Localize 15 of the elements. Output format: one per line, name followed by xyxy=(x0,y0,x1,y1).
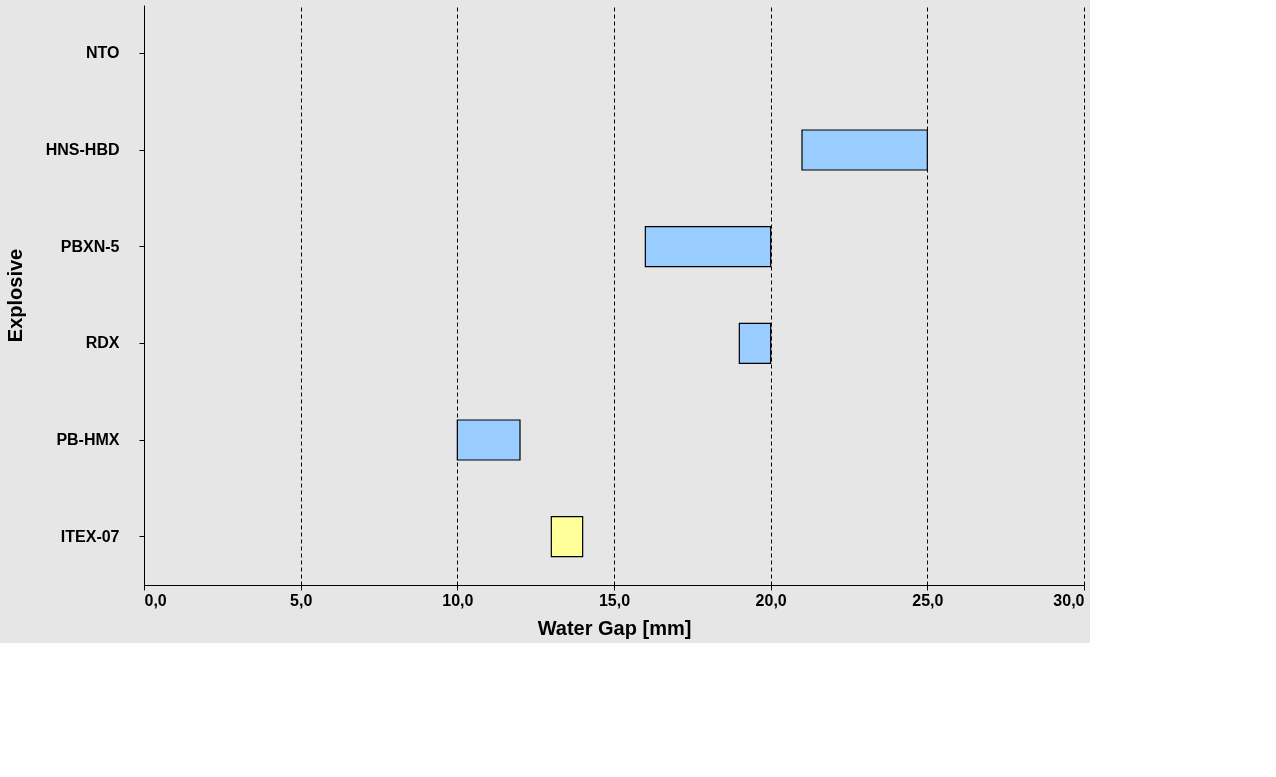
x-tick-label: 30,0 xyxy=(1053,591,1085,609)
x-tick-label: 0,0 xyxy=(144,591,167,609)
x-axis-title: Water Gap [mm] xyxy=(537,616,692,639)
y-tick-label: PB-HMX xyxy=(56,431,120,448)
y-tick-label: RDX xyxy=(85,334,120,352)
y-tick-label: PBXN-5 xyxy=(60,237,120,255)
x-tick-label: 10,0 xyxy=(442,591,474,609)
y-tick-label: HNS-HBD xyxy=(45,141,120,158)
y-tick-label: NTO xyxy=(86,44,120,62)
x-tick-label: 5,0 xyxy=(290,591,313,609)
y-tick-label: ITEX-07 xyxy=(60,527,120,545)
x-tick-label: 20,0 xyxy=(755,591,787,609)
x-tick-label: 15,0 xyxy=(598,591,631,609)
x-tick-label: 25,0 xyxy=(912,591,944,609)
y-axis-title: Explosive xyxy=(3,248,26,343)
